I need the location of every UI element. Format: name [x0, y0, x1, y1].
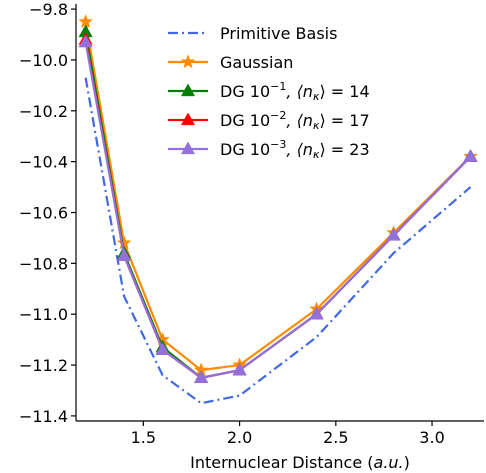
series [78, 24, 478, 383]
triangle-marker [180, 112, 196, 126]
series [84, 77, 472, 405]
legend-entry: Gaussian [168, 53, 293, 72]
y-tick-label: −10.0 [19, 51, 68, 70]
y-tick-label: −9.8 [29, 0, 68, 19]
x-tick-label: 2.5 [323, 428, 348, 447]
triangle-marker [78, 34, 93, 48]
legend-label: Primitive Basis [220, 24, 337, 43]
x-axis-label: Internuclear Distance (a.u.) [190, 453, 410, 472]
legend-entry: Primitive Basis [168, 24, 337, 43]
series-line [84, 21, 472, 372]
series [78, 34, 478, 383]
legend-label: Gaussian [220, 53, 293, 72]
y-tick-label: −10.8 [19, 254, 68, 273]
y-tick-label: −10.2 [19, 102, 68, 121]
legend-entry: DG 10−2, ⟨nκ⟩ = 17 [168, 109, 370, 132]
triangle-marker [117, 248, 132, 261]
legend-label: DG 10−3, ⟨nκ⟩ = 23 [220, 138, 370, 161]
triangle-marker [155, 342, 170, 355]
legend-entry: DG 10−1, ⟨nκ⟩ = 14 [168, 80, 370, 103]
y-tick-label: −11.2 [19, 356, 68, 375]
y-tick-label: −11.0 [19, 305, 68, 324]
series-line [84, 41, 472, 379]
series-layer [78, 14, 478, 405]
legend-label: DG 10−1, ⟨nκ⟩ = 14 [220, 80, 370, 103]
triangle-marker [232, 362, 247, 376]
x-tick-label: 1.5 [131, 428, 156, 447]
y-tick-label: −10.4 [19, 153, 68, 172]
y-tick-label: −11.4 [19, 407, 68, 426]
y-tick-label: −10.6 [19, 204, 68, 223]
star-marker [180, 54, 196, 69]
triangle-marker [309, 306, 324, 320]
x-tick-label: 3.0 [419, 428, 444, 447]
triangle-marker [180, 83, 196, 97]
series-line [84, 77, 472, 405]
x-tick-label: 2.0 [227, 428, 252, 447]
axes: −9.8 −10.0 −10.2 −10.4 −10.6 −10.8 −11.0 −11.2 −… [19, 0, 484, 447]
triangle-marker [386, 227, 401, 241]
triangle-marker [180, 141, 196, 155]
triangle-marker [463, 149, 478, 162]
triangle-marker [194, 370, 209, 383]
legend-label: DG 10−2, ⟨nκ⟩ = 17 [220, 109, 370, 132]
legend: Primitive Basis Gaussian DG 10−1, ⟨nκ⟩ = 1… [168, 24, 370, 161]
legend-entry: DG 10−3, ⟨nκ⟩ = 23 [168, 138, 370, 161]
